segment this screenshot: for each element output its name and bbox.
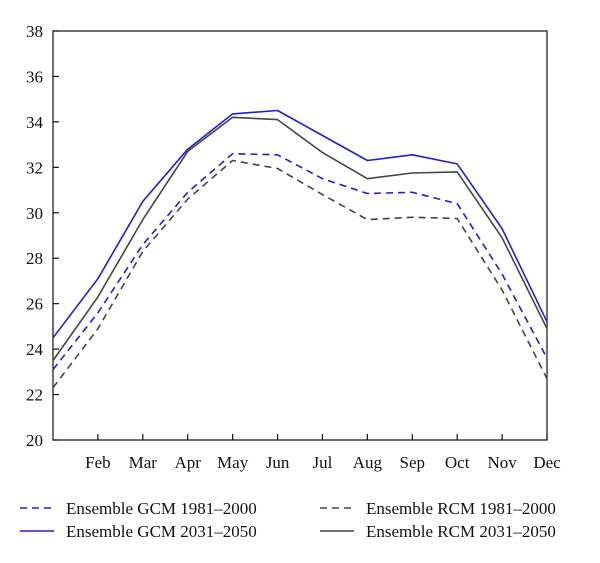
y-tick-label: 20 [26, 431, 43, 450]
y-axis: 20 22 24 26 28 30 32 34 36 38 [26, 22, 59, 450]
series-line-3 [52, 159, 548, 389]
x-tick-label: Oct [445, 453, 470, 472]
legend-label: Ensemble RCM 2031–2050 [366, 522, 556, 541]
legend: Ensemble GCM 1981–2000 Ensemble GCM 2031–… [20, 499, 556, 541]
series-line-4 [52, 116, 548, 361]
y-tick-label: 22 [26, 386, 43, 405]
y-tick-label: 38 [26, 22, 43, 41]
x-axis: Feb Mar Apr May Jun Jul Aug Sep Oct Nov Dec [85, 434, 561, 472]
series-line-1 [52, 152, 548, 371]
x-tick-label: Sep [400, 453, 426, 472]
y-tick-label: 28 [26, 249, 43, 268]
x-tick-label: Dec [533, 453, 561, 472]
y-tick-label: 30 [26, 204, 43, 223]
x-tick-label: May [217, 453, 249, 472]
x-tick-label: Apr [175, 453, 202, 472]
legend-label: Ensemble GCM 1981–2000 [66, 499, 257, 518]
x-tick-label: Feb [85, 453, 111, 472]
series-line-2 [52, 109, 548, 339]
y-tick-label: 36 [26, 67, 43, 86]
legend-label: Ensemble GCM 2031–2050 [66, 522, 257, 541]
x-tick-label: Jun [266, 453, 290, 472]
y-tick-label: 24 [26, 340, 44, 359]
legend-label: Ensemble RCM 1981–2000 [366, 499, 556, 518]
y-tick-label: 26 [26, 295, 43, 314]
x-tick-label: Jul [313, 453, 333, 472]
x-tick-label: Mar [129, 453, 158, 472]
x-tick-label: Nov [487, 453, 517, 472]
y-tick-label: 34 [26, 113, 44, 132]
y-tick-label: 32 [26, 158, 43, 177]
plot-frame [52, 30, 548, 441]
x-tick-label: Aug [353, 453, 383, 472]
series-lines [52, 109, 548, 389]
